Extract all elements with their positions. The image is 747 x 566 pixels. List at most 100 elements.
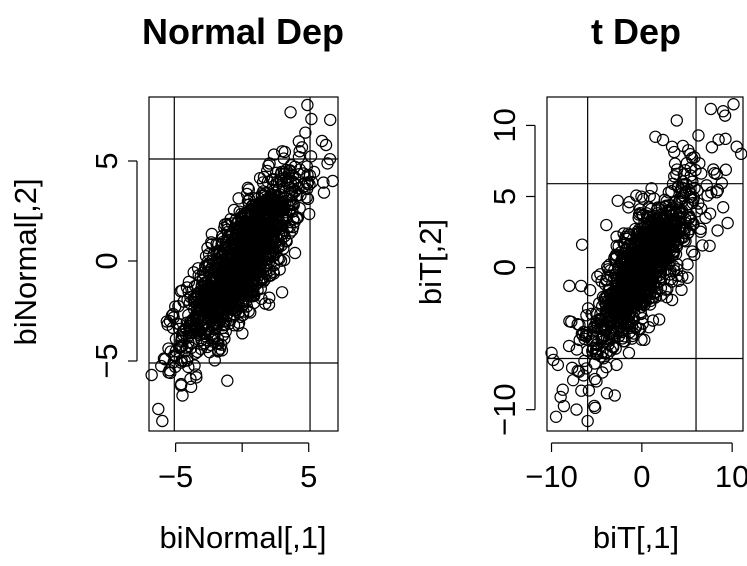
data-point (161, 318, 174, 331)
data-point (610, 230, 623, 243)
data-point (680, 156, 693, 170)
data-point (632, 261, 645, 275)
data-point (644, 294, 657, 308)
data-point (246, 282, 259, 296)
data-point (244, 306, 257, 319)
data-point (188, 320, 201, 333)
data-point (179, 322, 193, 335)
data-point (287, 197, 300, 210)
data-point (696, 239, 709, 252)
data-point (574, 279, 588, 293)
data-point (238, 211, 252, 225)
data-point (275, 286, 289, 299)
data-point (630, 189, 643, 202)
data-point (182, 275, 196, 289)
data-point (163, 314, 177, 328)
data-point (299, 126, 312, 139)
data-point (609, 252, 623, 265)
data-point (676, 231, 690, 244)
plot-frame (148, 96, 339, 432)
data-point (655, 253, 668, 266)
data-point (195, 302, 208, 315)
data-point (672, 202, 686, 215)
data-point (292, 135, 306, 148)
data-point (647, 192, 661, 205)
data-point (700, 179, 713, 192)
data-point (223, 285, 237, 298)
data-point (241, 181, 255, 195)
data-point (152, 402, 165, 416)
data-point (276, 180, 289, 193)
y-axis-label: biT[,2] (413, 219, 448, 305)
data-point (218, 268, 231, 281)
data-point (637, 298, 651, 312)
data-point (237, 273, 251, 287)
data-point (653, 234, 666, 248)
data-point (284, 106, 297, 119)
data-point (262, 159, 275, 172)
data-point (178, 354, 191, 368)
x-tick-label: −10 (525, 459, 578, 494)
data-point (294, 189, 307, 202)
data-point (570, 343, 584, 356)
data-point (229, 244, 242, 257)
data-point (681, 258, 694, 271)
data-point (283, 181, 297, 195)
data-point (549, 410, 563, 423)
y-tick-label: 5 (487, 188, 522, 205)
data-point (705, 141, 719, 154)
data-point (191, 345, 204, 359)
y-axis: −10 0 5 10 (487, 108, 536, 436)
data-point (590, 375, 603, 388)
data-point (704, 102, 718, 116)
data-point (588, 399, 601, 413)
data-point (665, 140, 679, 153)
data-point (212, 337, 225, 351)
data-point (220, 251, 233, 265)
data-point (575, 327, 589, 340)
data-point (679, 212, 692, 226)
data-point (198, 283, 211, 296)
data-point (203, 303, 217, 317)
data-point (606, 317, 620, 330)
data-point (671, 269, 684, 282)
data-point (581, 414, 594, 428)
data-point (605, 326, 619, 339)
data-point (685, 214, 698, 227)
data-point (707, 163, 720, 176)
data-point (635, 207, 649, 220)
data-point (230, 230, 243, 243)
data-point (263, 249, 277, 262)
data-point (169, 332, 183, 346)
data-point (679, 235, 692, 248)
data-point (591, 270, 604, 283)
data-point (653, 230, 667, 243)
data-point (575, 238, 589, 251)
data-point (284, 159, 298, 172)
data-point (256, 222, 269, 235)
data-point (291, 211, 305, 224)
data-point (654, 289, 668, 302)
data-point (676, 175, 689, 188)
data-point (610, 302, 623, 316)
data-point (176, 339, 189, 353)
x-tick-label: 5 (300, 459, 317, 494)
data-point (598, 295, 611, 309)
data-point (635, 190, 648, 203)
data-point (176, 284, 189, 297)
data-point (656, 133, 670, 147)
data-point (222, 317, 236, 330)
data-point (292, 168, 306, 181)
data-point (278, 253, 291, 267)
data-point (252, 191, 265, 205)
data-point (554, 390, 567, 404)
data-point (570, 403, 583, 416)
panel-normal-dep: Normal Dep biNormal[,1] biNormal[,2] −5 5… (8, 11, 344, 555)
data-point (260, 267, 273, 280)
y-tick-label: 10 (487, 108, 522, 142)
data-point (612, 240, 625, 253)
x-tick-label: 10 (715, 459, 747, 494)
data-point (668, 145, 681, 159)
data-point (321, 157, 334, 170)
data-point (634, 305, 647, 319)
